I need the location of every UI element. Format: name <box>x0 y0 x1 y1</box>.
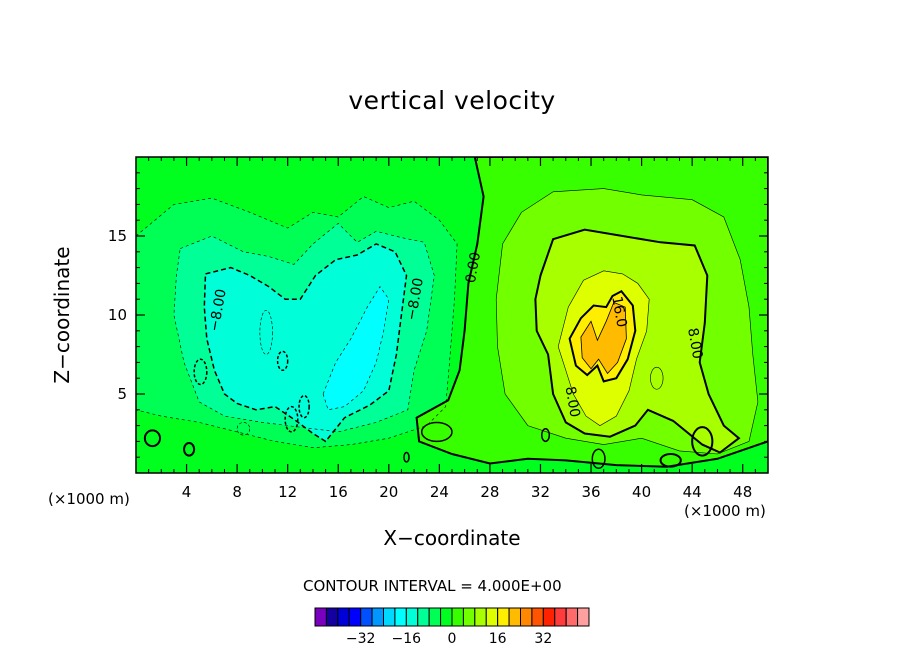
contour-interval-label: CONTOUR INTERVAL = 4.000E+00 <box>303 577 562 595</box>
contour-blob <box>183 441 196 457</box>
colorbar-tick-label: −16 <box>392 631 422 647</box>
colorbar-swatch <box>554 607 567 627</box>
colorbar-swatch <box>314 607 327 627</box>
contour-blob <box>193 358 208 386</box>
colorbar-swatch <box>462 607 476 627</box>
colorbar-swatch <box>394 607 407 627</box>
updraft-region-1-contour <box>415 157 768 468</box>
colorbar: −32 −16 0 16 32 <box>314 607 590 647</box>
colorbar-swatch <box>337 607 350 627</box>
contour-blob <box>591 448 606 470</box>
contour-label: 16.0 <box>608 295 629 328</box>
contour-blob <box>540 428 551 443</box>
downdraft-region-mid-contour <box>173 222 435 433</box>
colorbar-swatch <box>474 607 487 627</box>
contour-blob <box>420 421 453 443</box>
colorbar-swatch <box>485 607 499 627</box>
x-tick-label: 16 <box>329 483 348 501</box>
x-tick-label: 20 <box>379 483 398 501</box>
y-tick-label: 5 <box>117 385 127 403</box>
colorbar-tick-label: 0 <box>448 631 457 647</box>
colorbar-swatch <box>428 607 442 627</box>
contour-blob <box>143 429 162 448</box>
contour-blob <box>298 394 310 419</box>
contour-labels: −8.00 −8.00 0.00 16.0 8.00 8.00 <box>207 251 706 419</box>
x-tick-label: 12 <box>278 483 297 501</box>
colorbar-swatch <box>383 607 396 627</box>
colorbar-swatch <box>325 607 339 627</box>
contour-blob <box>284 405 299 433</box>
contour-label: 8.00 <box>561 385 582 418</box>
contour-label: 0.00 <box>463 251 484 284</box>
chart-title: vertical velocity <box>348 86 556 115</box>
contour-blob <box>259 309 273 355</box>
contour-blob <box>276 350 289 372</box>
contour-blob <box>403 451 410 463</box>
x-tick-label: 44 <box>683 483 702 501</box>
colorbar-swatch <box>531 607 544 627</box>
colorbar-swatch <box>348 607 362 627</box>
colorbar-swatch <box>417 607 430 627</box>
colorbar-swatch <box>371 607 385 627</box>
contour-fills <box>136 157 768 473</box>
contour-lines <box>136 157 768 470</box>
updraft-region-3-contour <box>534 228 741 454</box>
colorbar-swatch <box>451 607 464 627</box>
colorbar-swatch <box>577 607 590 627</box>
x-tick-label: 4 <box>182 483 192 501</box>
y-unit-label: (×1000 m) <box>48 490 130 508</box>
contour-blob <box>236 422 251 436</box>
contour-blob <box>691 426 714 457</box>
colorbar-tick-label: 32 <box>534 631 552 647</box>
colorbar-tick-label: 16 <box>489 631 507 647</box>
colorbar-swatch <box>440 607 453 627</box>
y-tick-label: 15 <box>108 227 127 245</box>
colorbar-swatch <box>360 607 373 627</box>
x-tick-label: 40 <box>632 483 651 501</box>
downdraft-core <box>323 286 389 410</box>
contour-blob <box>659 453 682 468</box>
colorbar-swatch <box>508 607 522 627</box>
updraft-region-5-contour <box>568 290 637 383</box>
x-axis-label: X−coordinate <box>383 526 521 550</box>
contour-label: −8.00 <box>404 277 427 322</box>
x-tick-label: 32 <box>531 483 550 501</box>
updraft-region-4-contour <box>557 270 650 426</box>
x-tick-label: 36 <box>581 483 600 501</box>
downdraft-region-outer-contour <box>136 196 458 449</box>
x-tick-label: 8 <box>232 483 242 501</box>
colorbar-swatch <box>565 607 579 627</box>
colorbar-swatch <box>520 607 533 627</box>
x-tick-label: 48 <box>733 483 752 501</box>
colorbar-swatch <box>542 607 556 627</box>
contour-label: −8.00 <box>207 288 230 333</box>
x-tick-label: 28 <box>480 483 499 501</box>
updraft-region-2-contour <box>495 188 759 455</box>
x-tick-label: 24 <box>430 483 449 501</box>
downdraft-region-inner-contour <box>203 243 408 443</box>
updraft-core-contour <box>580 301 627 375</box>
colorbar-tick-label: −32 <box>346 631 376 647</box>
colorbar-swatch <box>405 607 419 627</box>
x-unit-label: (×1000 m) <box>684 502 766 520</box>
y-tick-label: 10 <box>108 306 127 324</box>
colorbar-swatch <box>497 607 510 627</box>
contour-label: 8.00 <box>684 327 705 360</box>
updraft-core <box>580 302 627 374</box>
contour-blob <box>650 366 664 390</box>
downdraft-core-contour <box>322 286 390 411</box>
